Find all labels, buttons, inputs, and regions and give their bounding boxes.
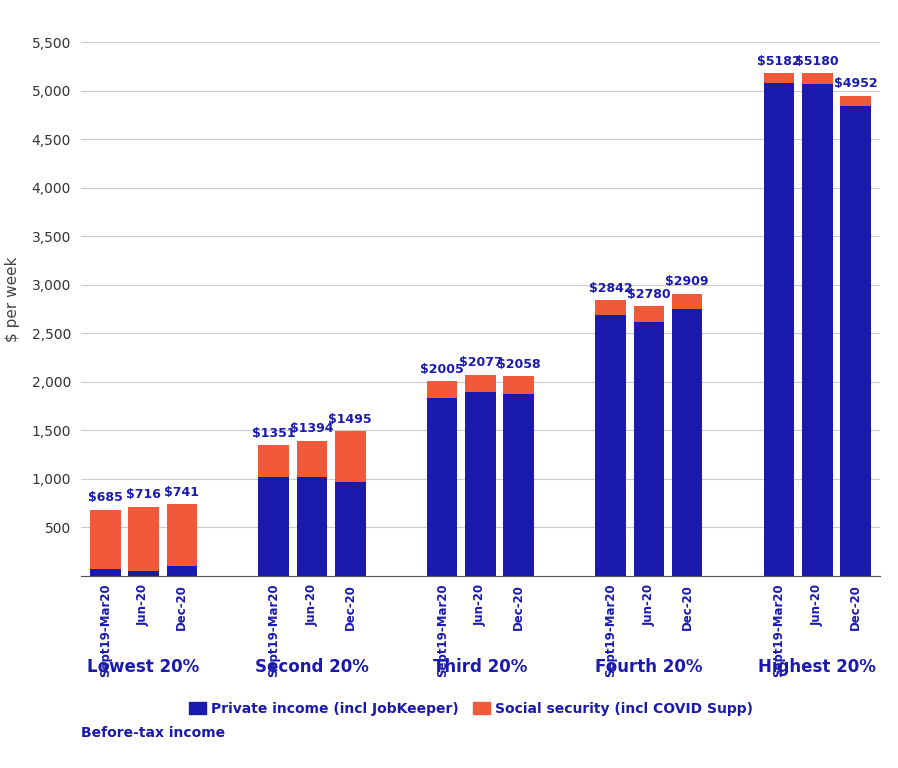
Text: $2842: $2842 — [589, 282, 632, 295]
Text: $2909: $2909 — [665, 276, 709, 289]
Bar — [633, 322, 665, 576]
Bar — [763, 83, 795, 576]
Text: $2005: $2005 — [420, 363, 464, 376]
Text: $716: $716 — [126, 488, 161, 502]
Bar — [841, 95, 871, 107]
Bar — [128, 571, 159, 576]
Bar — [504, 394, 534, 576]
Text: $5182: $5182 — [757, 55, 801, 68]
Bar — [802, 74, 832, 84]
Bar — [504, 376, 534, 394]
Bar — [633, 306, 665, 322]
Bar — [465, 375, 496, 392]
Bar — [427, 399, 457, 576]
Bar — [128, 507, 159, 571]
Bar — [166, 504, 198, 566]
Text: $4952: $4952 — [833, 78, 877, 91]
Text: $2780: $2780 — [627, 288, 671, 301]
Text: Third 20%: Third 20% — [433, 658, 528, 677]
Text: $5180: $5180 — [796, 55, 839, 68]
Bar — [595, 300, 626, 315]
Bar — [672, 310, 702, 576]
Bar — [465, 392, 496, 576]
Bar — [259, 445, 289, 477]
Text: $2058: $2058 — [497, 358, 541, 371]
Text: Fourth 20%: Fourth 20% — [595, 658, 702, 677]
Bar — [259, 477, 289, 576]
Bar — [90, 509, 120, 569]
Text: $1394: $1394 — [290, 422, 334, 435]
Legend: Private income (incl JobKeeper), Social security (incl COVID Supp): Private income (incl JobKeeper), Social … — [184, 696, 759, 721]
Bar — [595, 315, 626, 576]
Bar — [841, 107, 871, 576]
Y-axis label: $ per week: $ per week — [5, 257, 21, 343]
Text: Before-tax income: Before-tax income — [81, 727, 224, 740]
Text: $1351: $1351 — [252, 426, 295, 439]
Bar — [296, 477, 328, 576]
Text: Second 20%: Second 20% — [255, 658, 369, 677]
Text: $2077: $2077 — [459, 356, 502, 369]
Bar — [296, 441, 328, 477]
Bar — [166, 566, 198, 576]
Bar — [335, 431, 365, 482]
Bar — [763, 73, 795, 83]
Text: $685: $685 — [88, 492, 123, 505]
Text: Lowest 20%: Lowest 20% — [87, 658, 199, 677]
Bar — [90, 569, 120, 576]
Text: $1495: $1495 — [329, 412, 372, 425]
Bar — [335, 482, 365, 576]
Text: Highest 20%: Highest 20% — [758, 658, 876, 677]
Bar — [802, 84, 832, 576]
Bar — [427, 382, 457, 399]
Text: $741: $741 — [164, 486, 199, 498]
Bar — [672, 294, 702, 310]
